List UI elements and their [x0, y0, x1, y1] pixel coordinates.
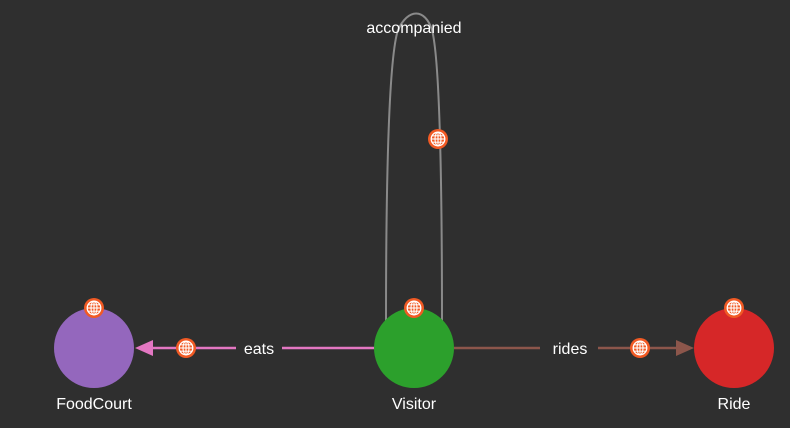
node-visitor-circle[interactable] — [374, 308, 454, 388]
edge-rides[interactable]: rides — [454, 337, 694, 359]
globe-icon[interactable] — [629, 337, 651, 359]
edge-label-eats: eats — [244, 341, 274, 358]
node-ride[interactable]: Ride — [694, 297, 774, 413]
edge-label-rides: rides — [553, 341, 588, 358]
globe-icon[interactable] — [175, 337, 197, 359]
edge-accompanied-line — [385, 12, 443, 323]
edge-eats[interactable]: eats — [135, 337, 375, 359]
globe-icon[interactable] — [723, 297, 745, 319]
arrowhead — [676, 340, 694, 356]
node-label-visitor: Visitor — [392, 396, 437, 413]
node-label-ride: Ride — [718, 396, 751, 413]
node-visitor[interactable]: Visitor — [374, 297, 454, 413]
globe-icon[interactable] — [427, 128, 449, 150]
edge-label-accompanied: accompanied — [366, 20, 461, 37]
node-label-foodcourt: FoodCourt — [56, 396, 132, 413]
edge-accompanied[interactable]: accompanied — [366, 12, 462, 323]
arrowhead — [135, 340, 153, 356]
globe-icon[interactable] — [403, 297, 425, 319]
globe-icon[interactable] — [83, 297, 105, 319]
node-foodcourt-circle[interactable] — [54, 308, 134, 388]
node-ride-circle[interactable] — [694, 308, 774, 388]
node-foodcourt[interactable]: FoodCourt — [54, 297, 134, 413]
